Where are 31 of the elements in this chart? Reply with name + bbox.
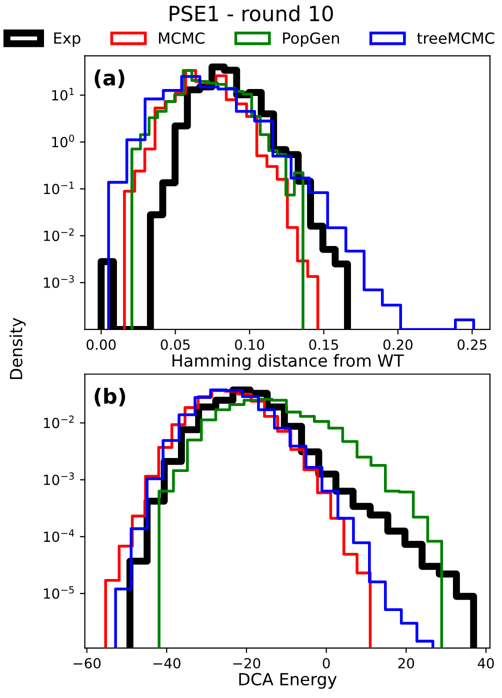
x-tick-label: 0.25 [458, 339, 486, 350]
x-tick-label: 0.15 [309, 339, 338, 350]
x-tick-label: 20 [398, 658, 414, 668]
y-tick-label: 10$^{0}$ [52, 134, 74, 148]
y-tick-label: 10$^{−2}$ [44, 228, 74, 242]
x-tick-label: −40 [153, 658, 180, 668]
y-tick-label: 10$^{−3}$ [44, 275, 74, 288]
legend-label: Exp [54, 32, 80, 47]
x-tick-label: 40 [478, 658, 494, 668]
x-tick-label: −20 [233, 658, 260, 668]
x-axis-title: DCA Energy [239, 672, 337, 689]
x-tick-label: −60 [74, 658, 101, 668]
y-tick-label: 10$^{−5}$ [44, 586, 74, 599]
x-tick-label: 0.00 [86, 339, 116, 350]
chart-title: PSE1 - round 10 [170, 5, 333, 22]
annotation: (b) [94, 388, 126, 406]
annotation: (a) [94, 70, 124, 88]
legend-label: MCMC [159, 32, 204, 44]
y-axis-title: Density [10, 318, 26, 380]
x-axis-title: Hamming distance from WT [172, 354, 404, 370]
legend-label: treeMCMC [417, 32, 494, 44]
x-tick-label: 0.20 [383, 339, 412, 350]
y-tick-label: 10$^{−4}$ [44, 529, 74, 542]
y-tick-label: 10$^{−3}$ [44, 472, 74, 486]
x-tick-label: 0.10 [235, 339, 264, 350]
y-tick-label: 10$^{−2}$ [44, 416, 74, 428]
x-tick-label: 0 [322, 658, 330, 668]
legend-label: PopGen [283, 32, 339, 47]
y-tick-label: 10$^{−1}$ [44, 182, 74, 194]
y-tick-label: 10$^{1}$ [52, 88, 74, 101]
x-tick-label: 0.05 [160, 339, 190, 350]
